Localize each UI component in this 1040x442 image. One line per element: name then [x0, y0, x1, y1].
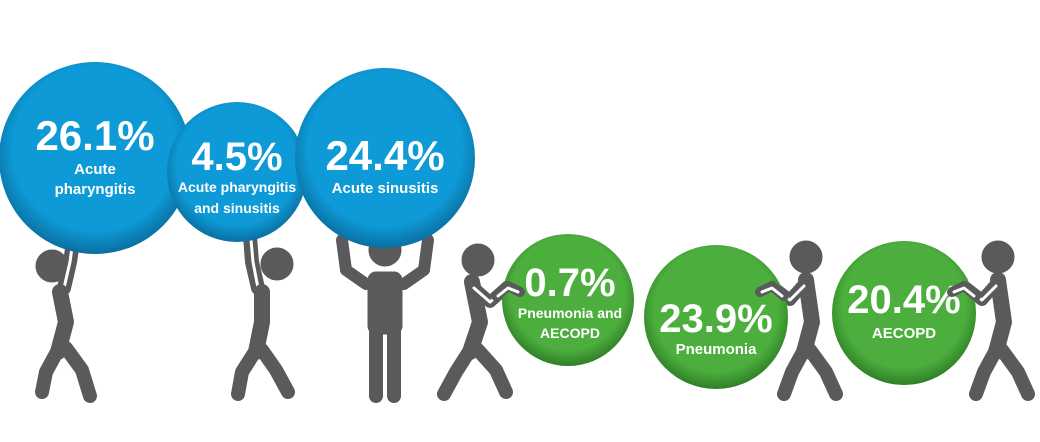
- bubble-label: and sinusitis: [194, 200, 280, 216]
- bubble-label: Acute sinusitis: [332, 180, 439, 197]
- bubble-label: pharyngitis: [55, 181, 136, 198]
- bubble-label: Acute: [74, 161, 116, 178]
- bubble-acute-pharyngitis-sinusitis: 4.5% Acute pharyngitis and sinusitis: [167, 102, 307, 242]
- bubble-acute-pharyngitis: 26.1% Acute pharyngitis: [0, 62, 191, 254]
- bubble-percentage: 24.4%: [325, 132, 444, 179]
- bubble-percentage: 0.7%: [524, 261, 615, 305]
- bubble-percentage: 23.9%: [659, 297, 772, 341]
- figure-person-3: [336, 233, 434, 403]
- bubble-label: Acute pharyngitis: [178, 179, 296, 195]
- bubble-acute-sinusitis: 24.4% Acute sinusitis: [295, 68, 475, 248]
- bubble-percentage: 4.5%: [191, 135, 282, 179]
- figure-person-2: [231, 229, 295, 401]
- figure-person-1: [35, 229, 97, 403]
- bubble-percentage: 20.4%: [847, 278, 960, 322]
- bubble-label: Pneumonia: [676, 341, 758, 358]
- bubble-pneumonia-aecopd: 0.7% Pneumonia and AECOPD: [502, 234, 634, 366]
- bubble-label: Pneumonia and: [518, 305, 622, 321]
- figure-person-4: [437, 243, 514, 401]
- bubble-aecopd: 20.4% AECOPD: [832, 241, 976, 385]
- bubble-label: AECOPD: [872, 325, 936, 342]
- pushing-hands: [491, 281, 981, 301]
- bubble-label: AECOPD: [540, 325, 600, 341]
- bubble-pneumonia: 23.9% Pneumonia: [644, 245, 788, 389]
- bubble-percentage: 26.1%: [35, 112, 154, 159]
